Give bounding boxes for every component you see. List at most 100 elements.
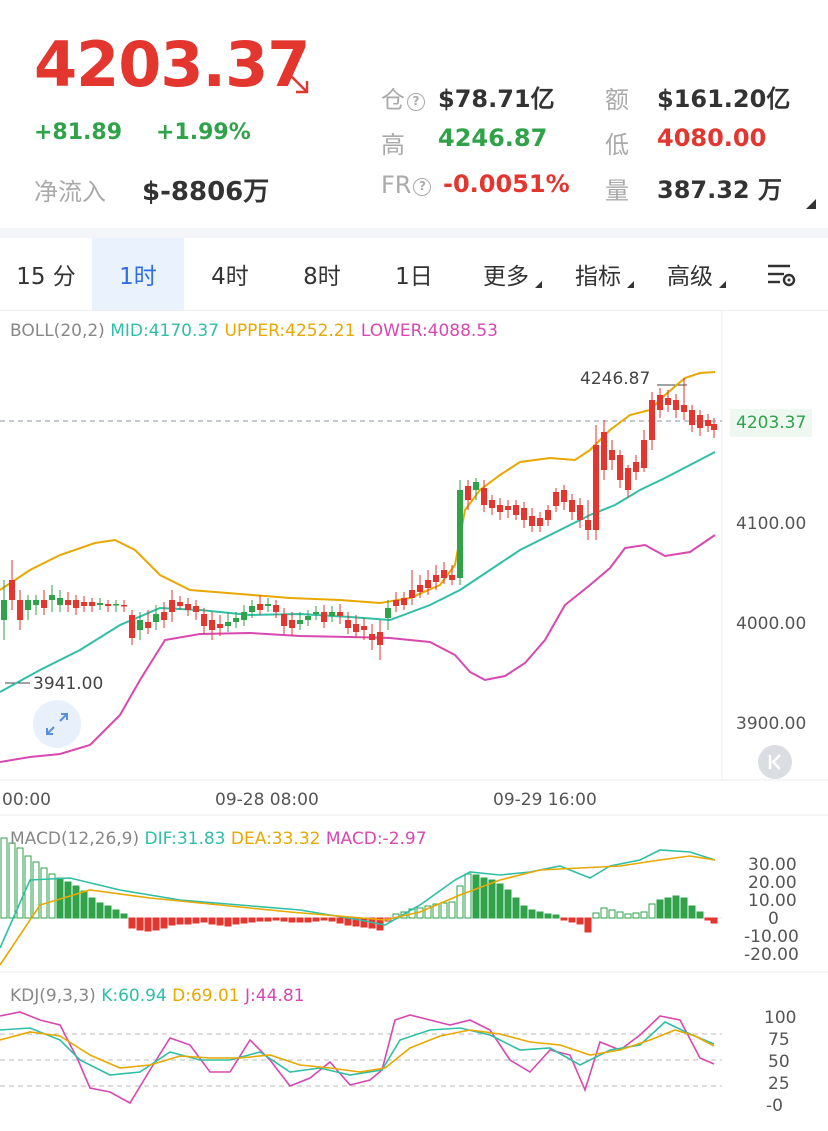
macd-bar: [464, 873, 472, 919]
turnover-value: $161.20亿: [657, 85, 791, 113]
candle-body: [385, 608, 391, 618]
candle-body: [81, 602, 87, 606]
macd-bar: [288, 917, 296, 923]
macd-bar: [480, 877, 488, 919]
candle-body: [249, 606, 255, 612]
expand-triangle-icon[interactable]: [806, 199, 816, 209]
kdj-axis-label: 100: [764, 1008, 797, 1028]
candle-body: [641, 440, 647, 468]
candle-body: [17, 600, 23, 620]
macd-bar: [72, 885, 80, 919]
change-abs: +81.89: [34, 120, 123, 145]
macd-bar: [592, 912, 600, 919]
candle-body: [633, 462, 639, 472]
candle-body: [97, 603, 103, 605]
candle-body: [49, 595, 55, 600]
macd-bar: [168, 917, 176, 926]
candle-body: [609, 450, 615, 460]
candle-body: [513, 505, 519, 515]
candle-body: [465, 486, 471, 500]
candle-body: [113, 604, 119, 606]
macd-bar: [648, 903, 656, 919]
help-icon[interactable]: ?: [407, 93, 425, 111]
boll-lower-line: [0, 534, 716, 763]
tab-4h[interactable]: 4时: [211, 264, 249, 290]
candle-body: [201, 614, 207, 626]
kdj-k: K:60.94: [101, 986, 167, 1006]
boll-lower: LOWER:4088.53: [360, 321, 498, 341]
macd-bar: [472, 874, 480, 919]
candle-body: [137, 620, 143, 630]
candle-body: [121, 605, 127, 607]
macd-bar: [48, 873, 56, 919]
price-axis-label: 4000.00: [736, 614, 807, 634]
tab-1d[interactable]: 1日: [395, 264, 433, 290]
current-price-tag: 4203.37: [730, 409, 813, 437]
macd-bar: [248, 917, 256, 923]
tab-1h[interactable]: 1时: [92, 238, 184, 310]
oi-label[interactable]: 仓?: [381, 80, 425, 115]
macd-bar: [216, 917, 224, 926]
macd-dea: DEA:33.32: [230, 829, 321, 849]
kdj-axis-label: 75: [768, 1030, 790, 1050]
candle-body: [321, 612, 327, 622]
macd-bar: [568, 917, 576, 923]
candle-body: [185, 604, 191, 610]
price-axis-label: 3900.00: [736, 714, 807, 734]
candle-body: [41, 600, 47, 608]
macd-bar: [584, 917, 592, 933]
macd-bar: [208, 917, 216, 925]
candle-body: [711, 424, 717, 430]
candle-body: [257, 604, 263, 610]
high-value: 4246.87: [438, 124, 548, 152]
candle-body: [657, 395, 663, 410]
low-annotation: 3941.00: [33, 674, 104, 694]
candle-body: [425, 580, 431, 588]
candle-body: [153, 614, 159, 622]
candle-body: [241, 612, 247, 620]
macd-bar: [200, 917, 208, 923]
macd-bar: [120, 913, 128, 919]
candle-body: [441, 570, 447, 578]
tab-indicators[interactable]: 指标: [552, 238, 644, 310]
tab-15m[interactable]: 15 分: [16, 264, 76, 290]
kdj-j-line: [0, 1011, 715, 1105]
candle-body: [593, 445, 599, 530]
help-icon[interactable]: ?: [413, 178, 432, 196]
candle-body: [681, 405, 687, 412]
macd-bar: [672, 895, 680, 919]
candle-body: [193, 606, 199, 612]
candle-body: [177, 602, 183, 606]
fr-label[interactable]: FR?: [381, 171, 432, 199]
tab-8h[interactable]: 8时: [303, 264, 341, 290]
boll-upper: UPPER:4252.21: [224, 321, 356, 341]
candle-body: [521, 508, 527, 520]
tab-more[interactable]: 更多: [460, 238, 552, 310]
macd-axis-label: -10.00: [744, 927, 799, 947]
candle-body: [617, 455, 623, 480]
macd-bar: [232, 917, 240, 925]
time-axis-label: 00:00: [2, 790, 51, 810]
macd-bar: [184, 917, 192, 925]
macd-bar: [0, 837, 8, 919]
scroll-to-latest-button[interactable]: [758, 745, 792, 779]
kdj-k-line: [0, 1021, 715, 1076]
dropdown-icon: [535, 281, 542, 288]
low-label: 低: [605, 131, 629, 159]
candle-body: [697, 415, 703, 428]
macd-legend: MACD(12,26,9) DIF:31.83 DEA:33.32 MACD:-…: [10, 829, 427, 849]
macd-bar: [264, 917, 272, 922]
candle-body: [361, 626, 367, 630]
price-axis-label: 4100.00: [736, 514, 807, 534]
macd-bar: [440, 902, 448, 919]
chart-canvas[interactable]: [0, 311, 828, 1131]
macd-name: MACD(12,26,9): [10, 829, 140, 849]
macd-bar: [40, 867, 48, 919]
macd-bar: [128, 917, 136, 929]
tab-advanced[interactable]: 高级: [644, 238, 736, 310]
chart-settings-icon[interactable]: [766, 262, 798, 288]
macd-bar: [704, 917, 712, 921]
fullscreen-button[interactable]: [33, 700, 81, 748]
candle-body: [553, 492, 559, 506]
macd-bar: [312, 917, 320, 922]
